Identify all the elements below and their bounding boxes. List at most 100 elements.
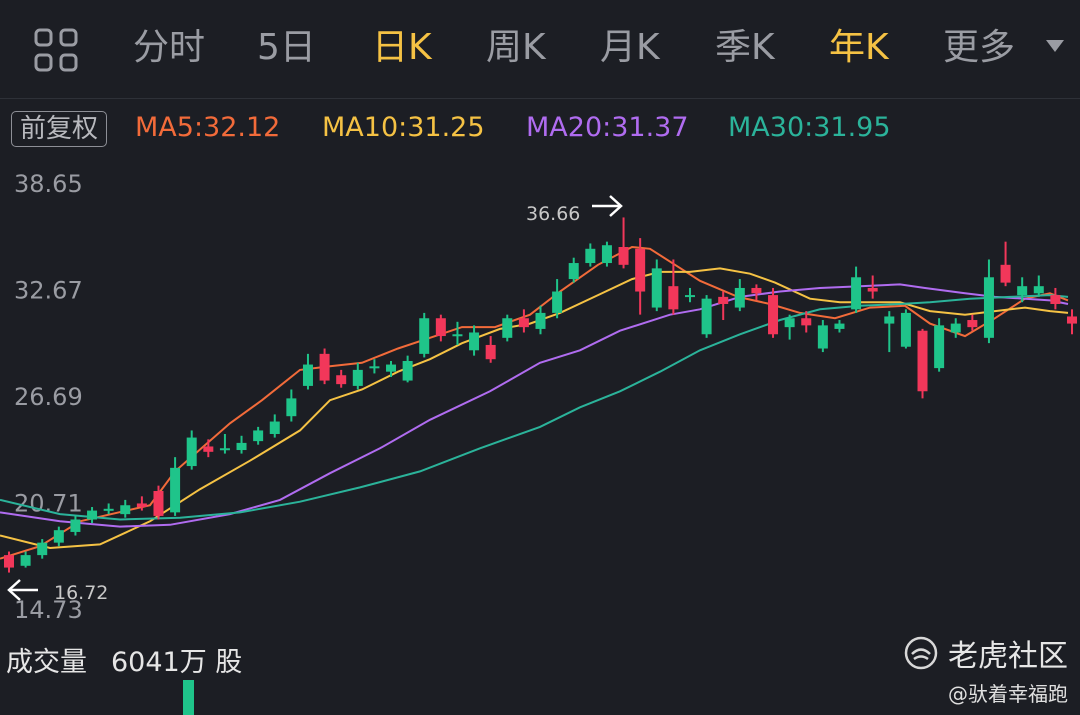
ma-line-3: [0, 294, 1069, 521]
y-tick-label: 14.73: [14, 596, 83, 624]
candle: [103, 503, 114, 515]
candle: [452, 321, 463, 345]
candle: [967, 314, 978, 331]
period-tabs: 分时 5日 日K 周K 月K 季K 年K 更多: [0, 0, 1080, 99]
candle: [153, 485, 164, 520]
kline-chart[interactable]: 38.65 32.67 26.69 20.71 14.73 36.66 16.72: [0, 150, 1080, 630]
candle: [801, 311, 812, 333]
candle: [618, 217, 629, 269]
candle: [518, 309, 529, 333]
candle: [718, 291, 729, 321]
y-tick-label: 32.67: [14, 277, 83, 305]
candle: [402, 355, 413, 383]
tab-intraday[interactable]: 分时: [133, 27, 206, 68]
candle: [568, 257, 579, 283]
candle: [734, 279, 745, 312]
candle: [469, 325, 480, 356]
candle: [851, 266, 862, 313]
candle: [120, 499, 131, 518]
y-tick-label: 20.71: [14, 490, 83, 518]
ma5-label: MA5:32.12: [135, 112, 281, 143]
candle: [186, 430, 197, 470]
candle: [651, 259, 662, 312]
volume-value: 6041万 股: [111, 647, 243, 678]
watermark: @驮着幸福跑: [948, 682, 1068, 706]
candle: [352, 362, 363, 390]
tab-yearly-k[interactable]: 年K: [829, 27, 889, 68]
tab-daily-k[interactable]: 日K: [372, 27, 432, 68]
candle: [983, 259, 994, 344]
candle: [319, 348, 330, 385]
candle: [1000, 241, 1011, 287]
y-tick-label: 38.65: [14, 170, 83, 198]
candle: [485, 336, 496, 363]
candle: [834, 320, 845, 333]
candle: [784, 314, 795, 340]
candle: [269, 414, 280, 438]
arrow-right-icon: [592, 195, 623, 217]
candle: [668, 259, 679, 315]
tab-quarterly-k[interactable]: 季K: [715, 27, 775, 68]
volume-row: 成交量 6041万 股: [6, 640, 266, 679]
candle: [286, 389, 297, 422]
candle: [20, 551, 31, 568]
candle: [219, 434, 230, 454]
volume-bar: [183, 680, 194, 715]
candle: [170, 457, 181, 516]
candle: [236, 435, 247, 454]
chevron-down-icon[interactable]: [1046, 40, 1064, 52]
candle: [53, 526, 64, 547]
candle: [37, 539, 48, 559]
arrow-left-icon: [7, 579, 38, 601]
candle: [136, 496, 147, 511]
candle: [1050, 287, 1061, 310]
candle: [502, 314, 513, 342]
candle: [768, 287, 779, 338]
candle: [4, 551, 14, 573]
candle: [751, 284, 762, 301]
candle: [684, 287, 695, 303]
candle: [601, 241, 612, 267]
candle: [419, 312, 430, 358]
tab-more[interactable]: 更多: [943, 27, 1016, 68]
candle: [884, 311, 895, 353]
candle: [203, 439, 214, 458]
ma20-label: MA20:31.37: [526, 112, 689, 143]
candle: [917, 328, 928, 399]
ma-line-0: [0, 245, 1069, 560]
tab-monthly-k[interactable]: 月K: [600, 27, 660, 68]
low-price-label: 16.72: [54, 582, 108, 604]
candle: [1017, 277, 1028, 303]
candle: [435, 314, 446, 342]
candle: [386, 360, 397, 378]
candle: [701, 295, 712, 338]
brand-name: 老虎社区: [948, 639, 1068, 674]
candle: [1067, 309, 1077, 335]
grid-menu-icon[interactable]: [34, 28, 78, 72]
ma10-label: MA10:31.25: [322, 112, 485, 143]
tiger-logo-icon: [904, 636, 938, 670]
tab-weekly-k[interactable]: 周K: [486, 27, 546, 68]
tab-5day[interactable]: 5日: [257, 27, 316, 68]
candle: [87, 507, 98, 524]
candle: [585, 243, 596, 267]
ma-legend: 前复权 MA5:32.12 MA10:31.25 MA20:31.37 MA30…: [0, 108, 1080, 148]
candle: [70, 515, 81, 536]
candle: [900, 309, 911, 349]
adjust-button[interactable]: 前复权: [11, 111, 108, 147]
candle: [253, 426, 264, 445]
ma-line-1: [0, 267, 1069, 550]
candle: [535, 305, 546, 335]
candle: [867, 275, 878, 299]
candle: [635, 238, 646, 315]
candle: [934, 318, 945, 372]
ma30-label: MA30:31.95: [728, 112, 891, 143]
high-price-label: 36.66: [526, 203, 580, 225]
candle: [552, 279, 563, 319]
candle: [302, 353, 313, 390]
y-tick-label: 26.69: [14, 383, 83, 411]
candle: [336, 369, 347, 388]
candle: [1033, 275, 1044, 297]
volume-label: 成交量: [6, 647, 87, 678]
candle: [369, 359, 380, 374]
